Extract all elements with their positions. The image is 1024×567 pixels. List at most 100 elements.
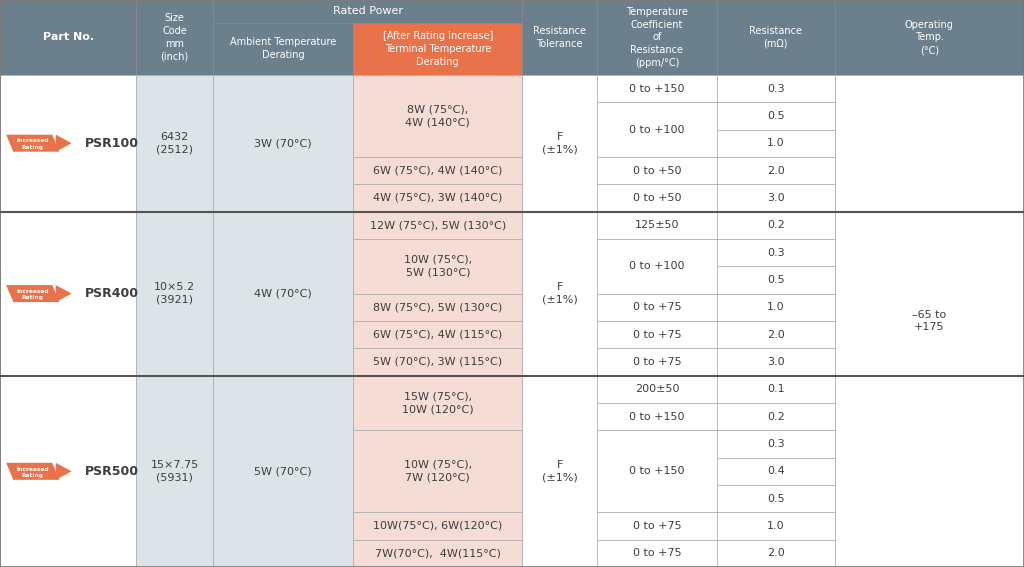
Text: F
(±1%): F (±1%) xyxy=(542,460,578,483)
Text: 0.1: 0.1 xyxy=(767,384,784,394)
Text: 10W (75°C),
7W (120°C): 10W (75°C), 7W (120°C) xyxy=(403,460,472,483)
Bar xyxy=(213,75,353,211)
Bar xyxy=(717,129,835,157)
Text: 0 to +150: 0 to +150 xyxy=(629,83,685,94)
Text: 10W (75°C),
5W (130°C): 10W (75°C), 5W (130°C) xyxy=(403,255,472,278)
Text: Increased: Increased xyxy=(16,138,49,143)
Text: 3W (70°C): 3W (70°C) xyxy=(254,138,312,148)
Text: 0.4: 0.4 xyxy=(767,466,784,476)
Bar xyxy=(136,211,213,375)
Text: F
(±1%): F (±1%) xyxy=(542,282,578,305)
Polygon shape xyxy=(6,463,59,480)
Bar xyxy=(717,211,835,239)
Text: 125±50: 125±50 xyxy=(635,220,679,230)
Bar xyxy=(522,211,597,375)
Bar xyxy=(597,513,717,540)
Polygon shape xyxy=(55,463,72,480)
Text: 0.3: 0.3 xyxy=(767,83,784,94)
Bar xyxy=(835,75,1024,567)
Text: Size
Code
mm
(inch): Size Code mm (inch) xyxy=(161,13,188,62)
Text: 0 to +100: 0 to +100 xyxy=(629,125,685,134)
Text: 6432
(2512): 6432 (2512) xyxy=(156,132,194,155)
Bar xyxy=(353,348,522,375)
Bar xyxy=(522,75,597,211)
Text: 8W (75°C),
4W (140°C): 8W (75°C), 4W (140°C) xyxy=(406,104,470,127)
Bar xyxy=(597,0,717,75)
Bar xyxy=(353,157,522,184)
Bar xyxy=(597,321,717,348)
Text: 0 to +50: 0 to +50 xyxy=(633,166,681,176)
Text: 0.5: 0.5 xyxy=(767,494,784,503)
Text: 4W (70°C): 4W (70°C) xyxy=(254,289,312,299)
Text: 0 to +150: 0 to +150 xyxy=(629,412,685,422)
Text: 1.0: 1.0 xyxy=(767,302,784,312)
Text: 8W (75°C), 5W (130°C): 8W (75°C), 5W (130°C) xyxy=(373,302,503,312)
Bar xyxy=(0,75,136,211)
Text: F
(±1%): F (±1%) xyxy=(542,132,578,155)
Bar xyxy=(0,211,136,375)
Bar xyxy=(717,157,835,184)
Text: [After Rating Increase]
Terminal Temperature
Derating: [After Rating Increase] Terminal Tempera… xyxy=(383,31,493,66)
Bar xyxy=(353,184,522,211)
Text: 6W (75°C), 4W (140°C): 6W (75°C), 4W (140°C) xyxy=(373,166,503,176)
Text: 0 to +75: 0 to +75 xyxy=(633,329,681,340)
Bar xyxy=(353,430,522,513)
Text: 10×5.2
(3921): 10×5.2 (3921) xyxy=(154,282,196,305)
Bar xyxy=(597,239,717,294)
Text: 3.0: 3.0 xyxy=(767,357,784,367)
Bar xyxy=(353,75,522,157)
Text: 0 to +50: 0 to +50 xyxy=(633,193,681,203)
Text: PSR100: PSR100 xyxy=(85,137,139,150)
Text: 0.2: 0.2 xyxy=(767,412,784,422)
Text: 0.3: 0.3 xyxy=(767,439,784,449)
Bar xyxy=(717,239,835,266)
Bar xyxy=(353,513,522,540)
Text: 1.0: 1.0 xyxy=(767,138,784,148)
Bar xyxy=(213,23,353,75)
Text: 3.0: 3.0 xyxy=(767,193,784,203)
Text: 0.5: 0.5 xyxy=(767,111,784,121)
Text: Resistance
Tolerance: Resistance Tolerance xyxy=(534,26,586,49)
Text: Rated Power: Rated Power xyxy=(333,6,402,16)
Text: PSR400: PSR400 xyxy=(85,287,139,300)
Text: 0.2: 0.2 xyxy=(767,220,784,230)
Bar xyxy=(353,540,522,567)
Bar xyxy=(136,375,213,567)
Bar xyxy=(597,430,717,513)
Text: 12W (75°C), 5W (130°C): 12W (75°C), 5W (130°C) xyxy=(370,220,506,230)
Bar xyxy=(353,211,522,239)
Text: 2.0: 2.0 xyxy=(767,329,784,340)
Bar xyxy=(717,0,835,75)
Text: Rating: Rating xyxy=(22,145,44,150)
Text: 15×7.75
(5931): 15×7.75 (5931) xyxy=(151,460,199,483)
Bar xyxy=(522,375,597,567)
Text: 0 to +75: 0 to +75 xyxy=(633,548,681,558)
Bar xyxy=(717,75,835,102)
Text: 5W (70°C): 5W (70°C) xyxy=(254,466,312,476)
Bar xyxy=(597,294,717,321)
Text: 0 to +75: 0 to +75 xyxy=(633,302,681,312)
Text: 0 to +150: 0 to +150 xyxy=(629,466,685,476)
Text: 7W(70°C),  4W(115°C): 7W(70°C), 4W(115°C) xyxy=(375,548,501,558)
Text: Operating
Temp.
(°C): Operating Temp. (°C) xyxy=(905,20,953,55)
Bar xyxy=(717,266,835,294)
Text: –65 to
+175: –65 to +175 xyxy=(912,310,946,332)
Text: Temperature
Coefficient
of
Resistance
(ppm/°C): Temperature Coefficient of Resistance (p… xyxy=(626,7,688,68)
Text: Ambient Temperature
Derating: Ambient Temperature Derating xyxy=(230,37,336,60)
Bar xyxy=(717,485,835,513)
Text: 0 to +100: 0 to +100 xyxy=(629,261,685,271)
Text: Rating: Rating xyxy=(22,473,44,478)
Bar xyxy=(717,540,835,567)
Text: Increased: Increased xyxy=(16,467,49,472)
Text: Rating: Rating xyxy=(22,295,44,300)
Bar xyxy=(136,75,213,211)
Bar xyxy=(597,403,717,430)
Text: 10W(75°C), 6W(120°C): 10W(75°C), 6W(120°C) xyxy=(373,521,503,531)
Bar xyxy=(717,184,835,211)
Bar xyxy=(597,75,717,102)
Bar xyxy=(213,0,522,23)
Text: 15W (75°C),
10W (120°C): 15W (75°C), 10W (120°C) xyxy=(402,392,473,414)
Text: Increased: Increased xyxy=(16,289,49,294)
Bar xyxy=(353,375,522,430)
Text: 0.3: 0.3 xyxy=(767,248,784,257)
